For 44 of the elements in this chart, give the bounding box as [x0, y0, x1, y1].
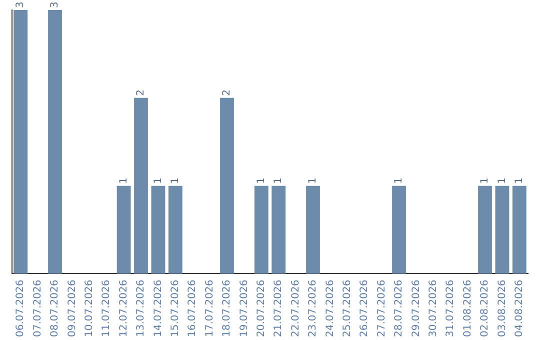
data-label: 1	[273, 177, 284, 184]
x-tick-label: 26.07.2026	[359, 280, 370, 338]
x-tick-label: 12.07.2026	[118, 280, 130, 338]
x-tick-label: 28.07.2026	[394, 280, 405, 338]
data-label: 3	[15, 2, 26, 8]
x-tick-label: 17.07.2026	[204, 280, 216, 338]
x-tick-label: 02.08.2026	[480, 280, 491, 338]
x-tick-label: 18.07.2026	[222, 280, 233, 338]
x-tick-label: 22.07.2026	[290, 280, 302, 338]
data-label: 1	[170, 177, 181, 184]
x-tick-label: 11.07.2026	[101, 280, 112, 338]
x-tick-label: 04.08.2026	[514, 280, 525, 338]
x-tick-label: 24.07.2026	[324, 280, 336, 338]
data-label: 1	[496, 177, 508, 184]
x-tick-label: 31.07.2026	[445, 280, 456, 338]
x-tick-label: 29.07.2026	[410, 280, 422, 338]
data-label: 2	[222, 90, 233, 96]
x-tick-label: 13.07.2026	[136, 280, 147, 338]
x-tick-label: 10.07.2026	[84, 280, 95, 338]
data-label: 2	[136, 90, 147, 96]
data-label: 1	[514, 177, 525, 184]
x-tick-label: 15.07.2026	[170, 280, 181, 338]
x-tick-label: 14.07.2026	[152, 280, 164, 338]
x-tick-label: 20.07.2026	[256, 280, 267, 338]
data-label: 1	[308, 177, 319, 184]
x-tick-label: 01.08.2026	[462, 280, 474, 338]
x-tick-label: 27.07.2026	[376, 280, 388, 338]
x-tick-label: 03.08.2026	[496, 280, 508, 338]
x-tick-label: 06.07.2026	[15, 280, 26, 338]
x-tick-label: 08.07.2026	[50, 280, 61, 338]
data-label: 3	[50, 2, 61, 8]
data-label: 1	[152, 177, 164, 184]
data-label: 1	[118, 177, 130, 184]
x-tick-label: 19.07.2026	[238, 280, 250, 338]
x-tick-label: 23.07.2026	[308, 280, 319, 338]
data-label: 1	[256, 177, 267, 184]
x-tick-label: 25.07.2026	[342, 280, 353, 338]
x-tick-label: 07.07.2026	[32, 280, 44, 338]
data-label: 1	[394, 177, 405, 184]
x-tick-label: 21.07.2026	[273, 280, 284, 338]
x-tick-label: 16.07.2026	[187, 280, 198, 338]
x-tick-label: 09.07.2026	[66, 280, 78, 338]
x-tick-label: 30.07.2026	[428, 280, 439, 338]
data-label: 1	[480, 177, 491, 184]
